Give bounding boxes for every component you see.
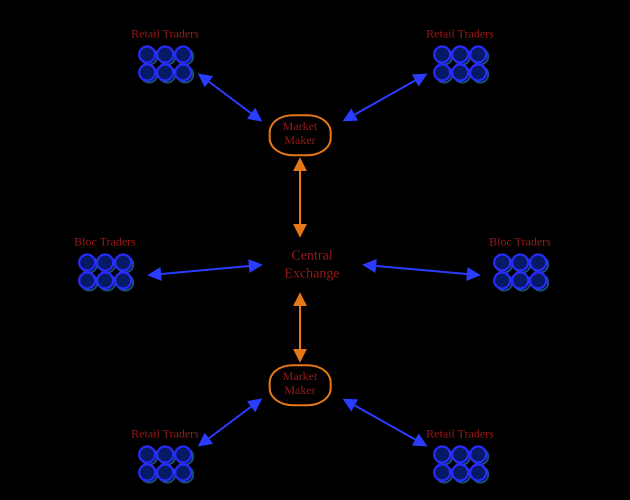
trader-cluster-icon — [76, 252, 134, 292]
market-maker-label-line2: Maker — [283, 134, 318, 148]
node-market-maker-top: Market Maker — [269, 114, 332, 156]
trader-cluster-icon — [136, 444, 194, 484]
retail-traders-label: Retail Traders — [131, 427, 199, 442]
trader-cluster-icon — [431, 44, 489, 84]
market-maker-label-line1: Market — [283, 370, 318, 384]
central-exchange-label-line2: Exchange — [284, 265, 339, 283]
bloc-traders-label: Bloc Traders — [489, 235, 551, 250]
edge-retail_bl-maker_bot — [200, 400, 260, 445]
node-retail-top-left: Retail Traders — [131, 27, 199, 84]
edge-bloc_right-central — [365, 265, 478, 275]
node-retail-bottom-right: Retail Traders — [426, 427, 494, 484]
retail-traders-label: Retail Traders — [131, 27, 199, 42]
market-maker-label-line1: Market — [283, 120, 318, 134]
market-maker-oval: Market Maker — [269, 364, 332, 406]
trader-cluster-icon — [136, 44, 194, 84]
node-market-maker-bottom: Market Maker — [269, 364, 332, 406]
edge-retail_tr-maker_top — [345, 75, 425, 120]
retail-traders-label: Retail Traders — [426, 27, 494, 42]
edge-bloc_left-central — [150, 265, 260, 275]
node-retail-bottom-left: Retail Traders — [131, 427, 199, 484]
central-exchange-label-line1: Central — [284, 248, 339, 266]
node-central-exchange: Central Exchange — [284, 248, 339, 283]
trader-cluster-icon — [431, 444, 489, 484]
diagram-canvas: Retail Traders Retail Traders Market Mak… — [0, 0, 630, 500]
market-maker-label-line2: Maker — [283, 384, 318, 398]
node-retail-top-right: Retail Traders — [426, 27, 494, 84]
edge-retail_tl-maker_top — [200, 75, 260, 120]
edge-retail_br-maker_bot — [345, 400, 425, 445]
bloc-traders-label: Bloc Traders — [74, 235, 136, 250]
node-bloc-right: Bloc Traders — [489, 235, 551, 292]
trader-cluster-icon — [491, 252, 549, 292]
node-bloc-left: Bloc Traders — [74, 235, 136, 292]
market-maker-oval: Market Maker — [269, 114, 332, 156]
retail-traders-label: Retail Traders — [426, 427, 494, 442]
